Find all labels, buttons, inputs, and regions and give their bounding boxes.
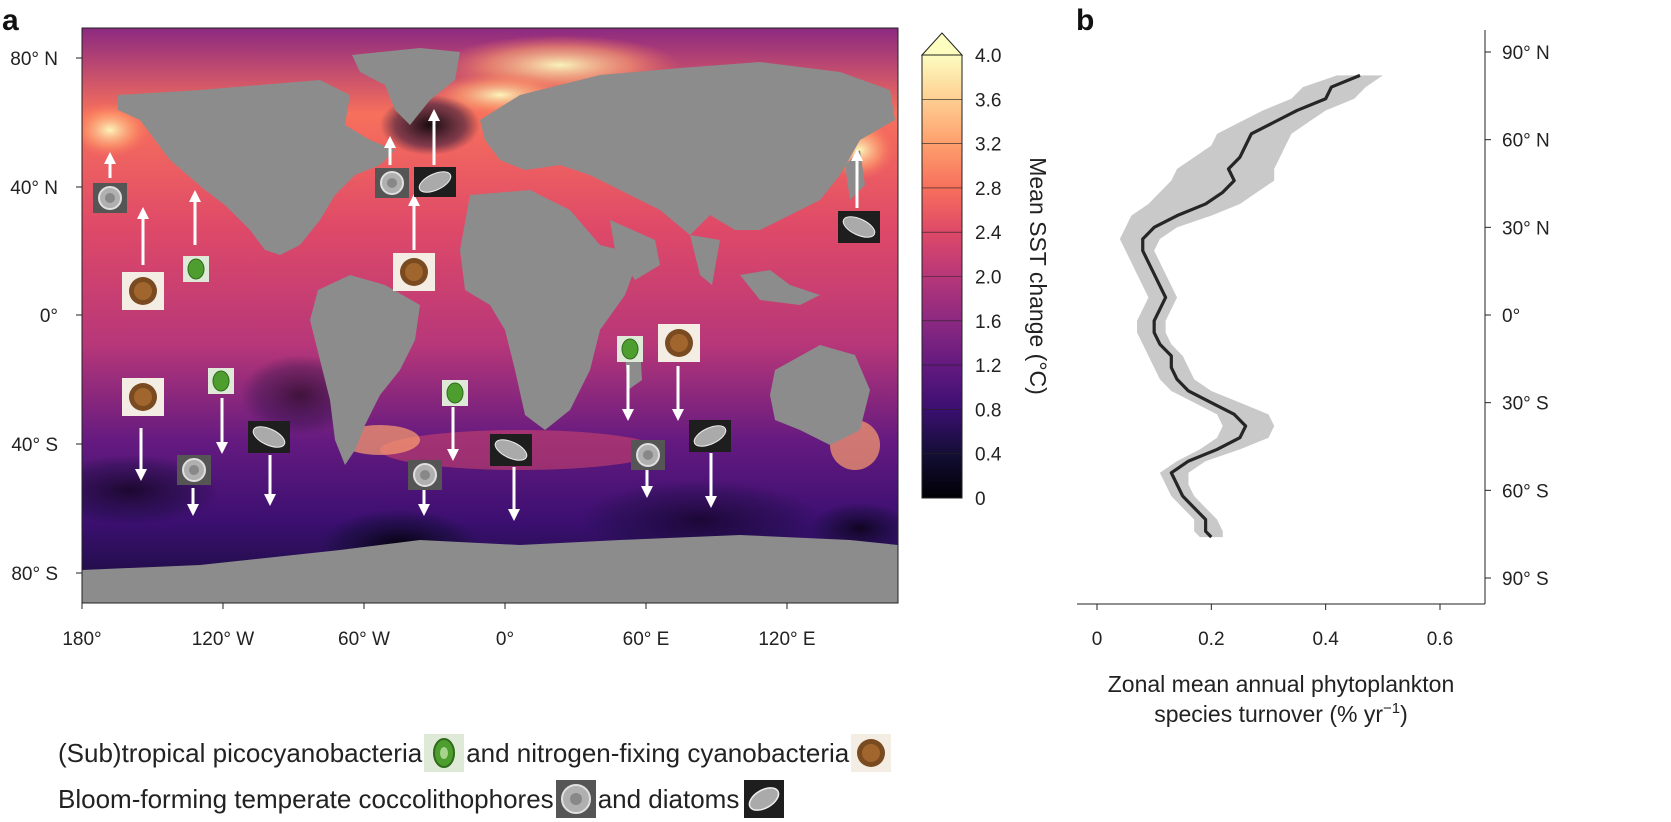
lon-tick: 0° <box>496 629 514 650</box>
colorbar-tick-label: 3.6 <box>975 90 1001 111</box>
legend-text: and diatoms <box>597 784 740 814</box>
legend-text: Bloom-forming temperate coccolithophores <box>58 784 554 814</box>
coccolith-icon <box>408 460 442 490</box>
x-tick-label: 0.2 <box>1198 629 1224 650</box>
lon-tick: 60° W <box>338 629 390 650</box>
brown-colony-icon <box>658 324 700 362</box>
plot-area: 0 0.2 0.4 0.6 90° N 60° N 30° N 0° 30° S 60° S 90°… <box>1077 30 1550 650</box>
colorbar-tick-label: 2.4 <box>975 223 1002 244</box>
lon-axis: 180° 120° W 60° W 0° 60° E 120° E <box>62 603 816 650</box>
diatom-icon <box>744 780 785 818</box>
y-tick-label: 0° <box>1502 306 1520 327</box>
brown-colony-icon <box>122 378 164 416</box>
migration-arrows <box>104 109 863 521</box>
colorbar-tick-label: 0.4 <box>975 445 1002 466</box>
y-tick-label: 30° S <box>1502 394 1549 415</box>
coccolith-icon <box>375 168 409 198</box>
diatom-icon <box>490 434 532 466</box>
y-tick-label: 90° N <box>1502 43 1550 64</box>
lon-tick: 180° <box>62 629 101 650</box>
y-tick-label: 90° S <box>1502 569 1549 590</box>
green-cell-icon <box>183 256 209 282</box>
brown-colony-icon <box>122 272 164 310</box>
legend-text: and nitrogen-fixing cyanobacteria <box>466 738 850 768</box>
lon-tick: 120° E <box>758 629 815 650</box>
land-masses <box>82 48 898 603</box>
coccolith-icon <box>555 780 596 818</box>
x-axis-title-line1: Zonal mean annual phytoplankton <box>1108 671 1455 697</box>
turnover-line <box>1141 73 1361 539</box>
legend: (Sub)tropical picocyanobacteria and nitr… <box>58 730 893 822</box>
lat-tick: 80° N <box>10 49 58 70</box>
x-tick-label: 0 <box>1092 629 1103 650</box>
brown-colony-icon <box>851 734 892 772</box>
lon-tick: 60° E <box>623 629 670 650</box>
colorbar-tick-label: 0.8 <box>975 400 1001 421</box>
colorbar-tick-label: 2.8 <box>975 179 1001 200</box>
diatom-icon <box>689 420 731 452</box>
colorbar-tick-label: 4.0 <box>975 46 1001 67</box>
legend-row-subtropical: (Sub)tropical picocyanobacteria and nitr… <box>58 730 893 776</box>
green-cell-icon <box>617 336 643 362</box>
colorbar-tick-label: 2.0 <box>975 268 1001 289</box>
green-cell-icon <box>442 380 468 406</box>
diatom-icon <box>248 421 290 453</box>
uncertainty-band <box>1119 75 1383 538</box>
map-field <box>82 28 898 603</box>
y-tick-label: 60° S <box>1502 481 1549 502</box>
diatom-icon <box>414 167 456 197</box>
legend-row-temperate: Bloom-forming temperate coccolithophores… <box>58 776 893 822</box>
panel-b-label: b <box>1076 4 1094 37</box>
x-axis-title-line2: species turnover (% yr−1) <box>1154 700 1408 727</box>
coccolith-icon <box>631 440 665 470</box>
taxon-icons <box>93 167 880 490</box>
lat-tick: 80° S <box>11 564 58 585</box>
brown-colony-icon <box>393 253 435 291</box>
colorbar-tick-label: 1.2 <box>975 356 1001 377</box>
green-cell-icon <box>208 368 234 394</box>
colorbar-title: Mean SST change (°C) <box>1025 157 1051 395</box>
colorbar-tick-label: 1.6 <box>975 312 1001 333</box>
green-cell-icon <box>424 734 465 772</box>
colorbar-extension <box>920 32 964 56</box>
lat-tick: 0° <box>40 306 58 327</box>
y-tick-label: 30° N <box>1502 218 1550 239</box>
coccolith-icon <box>177 455 211 485</box>
lat-tick: 40° S <box>11 435 58 456</box>
colorbar-tick-label: 3.2 <box>975 135 1001 156</box>
lat-axis: 80° N 40° N 0° 40° S 80° S <box>10 49 82 585</box>
x-tick-label: 0.4 <box>1312 629 1339 650</box>
coccolith-icon <box>93 183 127 213</box>
colorbar-tick-label: 0 <box>975 489 986 510</box>
turnover-profile-panel: b 0 0.2 0.4 0.6 90° N 60° N 30° N 0° 30° S 60° S 9… <box>1076 4 1550 727</box>
x-tick-label: 0.6 <box>1427 629 1453 650</box>
colorbar: 0 0.4 0.8 1.2 1.6 2.0 2.4 2.8 3.2 3.6 4.0 Mean SST… <box>920 32 1051 510</box>
sst-map-panel: a <box>2 4 1051 650</box>
lat-tick: 40° N <box>10 178 58 199</box>
lon-tick: 120° W <box>192 629 255 650</box>
panel-a-label: a <box>2 4 19 37</box>
diatom-icon <box>838 211 880 243</box>
y-tick-label: 60° N <box>1502 131 1550 152</box>
legend-text: (Sub)tropical picocyanobacteria <box>58 738 423 768</box>
